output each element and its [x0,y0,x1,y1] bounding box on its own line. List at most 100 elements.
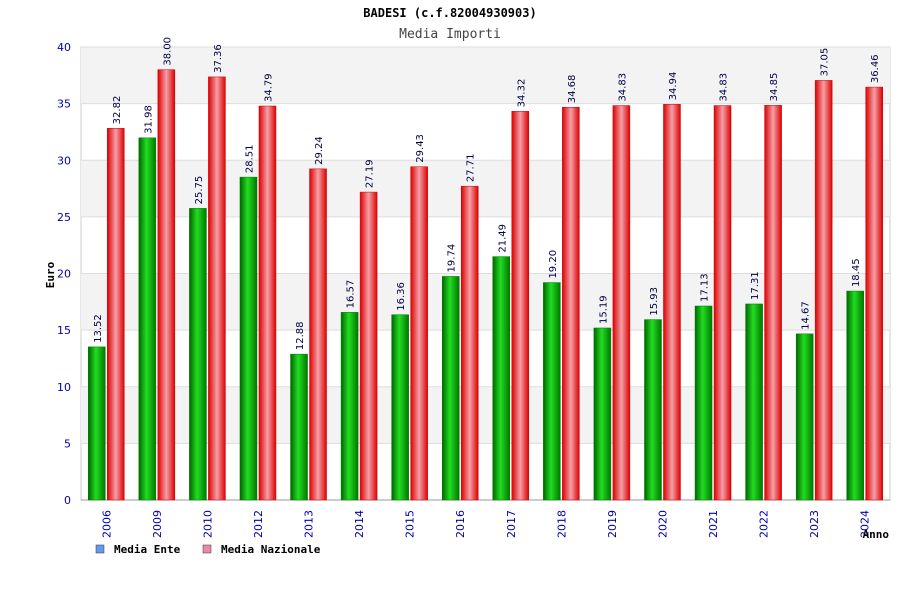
bar-media-nazionale [258,105,277,501]
x-tick-label: 2020 [656,510,669,538]
bars: 13.52 32.82 31.98 38.00 25.75 37.36 28.51 34.79… [88,37,883,501]
data-label-media-nazionale: 32.82 [112,96,123,125]
bar-media-nazionale [764,105,782,501]
bar-media-ente [290,353,308,501]
data-label-media-ente: 12.88 [295,321,306,350]
x-axis-label: Anno [863,528,890,541]
data-label-media-nazionale: 34.79 [263,73,274,102]
chart-title: BADESI (c.f.82004930903) [363,6,536,20]
bar-media-nazionale [359,191,378,501]
y-tick-label: 0 [64,494,71,507]
bar-media-nazionale [157,69,176,501]
data-label-media-nazionale: 38.00 [162,37,173,66]
y-tick-label: 25 [57,211,71,224]
bar-media-ente [189,208,207,501]
bar-media-ente [340,312,359,501]
x-tick-label: 2013 [303,510,316,538]
bar-media-ente [846,290,864,501]
data-label-media-nazionale: 34.32 [516,79,527,108]
bar-media-nazionale [663,104,681,501]
bar-media-nazionale [410,166,428,501]
data-label-media-nazionale: 37.36 [213,44,224,73]
bar-media-nazionale [713,105,732,501]
bar-media-ente [745,303,763,501]
data-label-media-ente: 15.93 [649,287,660,316]
data-label-media-ente: 21.49 [497,224,508,253]
y-axis-ticks: 0 5 10 15 20 25 30 35 40 [57,41,71,507]
data-label-media-nazionale: 29.43 [415,134,426,163]
data-label-media-nazionale: 36.46 [870,54,881,83]
data-label-media-ente: 31.98 [143,105,154,134]
y-tick-label: 15 [57,324,71,337]
x-axis-ticks: 2006 2009 2010 2012 2013 2014 2015 2016 2017 2018… [100,510,871,538]
bar-media-ente [138,137,157,501]
x-tick-label: 2012 [252,510,265,538]
data-label-media-ente: 16.57 [346,280,357,309]
x-tick-label: 2018 [555,510,568,538]
bar-media-ente [644,319,662,501]
bar-media-ente [492,256,511,501]
x-tick-label: 2009 [151,510,164,538]
legend: Media Ente Media Nazionale [95,543,321,556]
bar-media-ente [441,276,460,501]
data-label-media-ente: 17.31 [750,271,761,300]
data-label-media-ente: 25.75 [194,176,205,205]
x-tick-label: 2016 [454,510,467,538]
bar-media-ente [239,176,258,501]
data-label-media-nazionale: 34.83 [719,73,730,102]
x-tick-label: 2010 [201,510,214,538]
data-label-media-nazionale: 27.19 [365,159,376,188]
x-tick-label: 2006 [100,510,113,538]
bar-media-nazionale [107,128,125,501]
bar-media-nazionale [562,106,580,501]
data-label-media-nazionale: 37.05 [820,48,831,77]
bar-media-ente [795,333,814,501]
data-label-media-ente: 19.20 [548,250,559,279]
data-label-media-ente: 14.67 [801,301,812,330]
x-tick-label: 2023 [808,510,821,538]
bar-media-ente [391,314,409,501]
data-label-media-nazionale: 29.24 [314,136,325,165]
x-tick-label: 2024 [859,510,872,538]
x-tick-label: 2022 [758,510,771,538]
data-label-media-nazionale: 34.85 [769,73,780,102]
bar-media-nazionale [208,76,226,501]
bar-media-nazionale [865,86,883,501]
data-label-media-nazionale: 34.68 [567,75,578,104]
y-tick-label: 40 [57,41,71,54]
legend-swatch-media-nazionale [202,544,212,554]
bar-media-nazionale [612,105,631,501]
data-label-media-nazionale: 34.94 [668,72,679,101]
data-label-media-ente: 16.36 [396,282,407,311]
legend-label-media-ente: Media Ente [114,543,181,556]
data-label-media-nazionale: 34.83 [617,73,628,102]
data-label-media-ente: 17.13 [700,273,711,302]
y-tick-label: 35 [57,98,71,111]
x-tick-label: 2017 [505,510,518,538]
x-tick-label: 2019 [606,510,619,538]
data-label-media-ente: 13.52 [93,314,104,343]
y-tick-label: 30 [57,154,71,167]
y-tick-label: 5 [64,437,71,450]
x-tick-label: 2021 [707,510,720,538]
y-axis-label: Euro [44,261,57,288]
bar-media-ente [543,282,561,501]
data-label-media-ente: 18.45 [851,258,862,287]
legend-swatch-media-ente [95,544,105,554]
y-tick-label: 10 [57,381,71,394]
bar-media-ente [694,305,713,501]
x-tick-label: 2014 [353,510,366,538]
chart-subtitle: Media Importi [399,27,501,42]
x-tick-label: 2015 [404,510,417,538]
bar-media-ente [88,346,106,501]
bar-media-nazionale [460,185,479,501]
legend-label-media-nazionale: Media Nazionale [221,543,321,556]
data-label-media-ente: 15.19 [598,295,609,324]
bar-media-nazionale [814,80,833,501]
y-tick-label: 20 [57,268,71,281]
data-label-media-nazionale: 27.71 [466,154,477,183]
data-label-media-ente: 19.74 [447,244,458,273]
data-label-media-ente: 28.51 [244,144,255,173]
bar-media-nazionale [309,168,327,501]
